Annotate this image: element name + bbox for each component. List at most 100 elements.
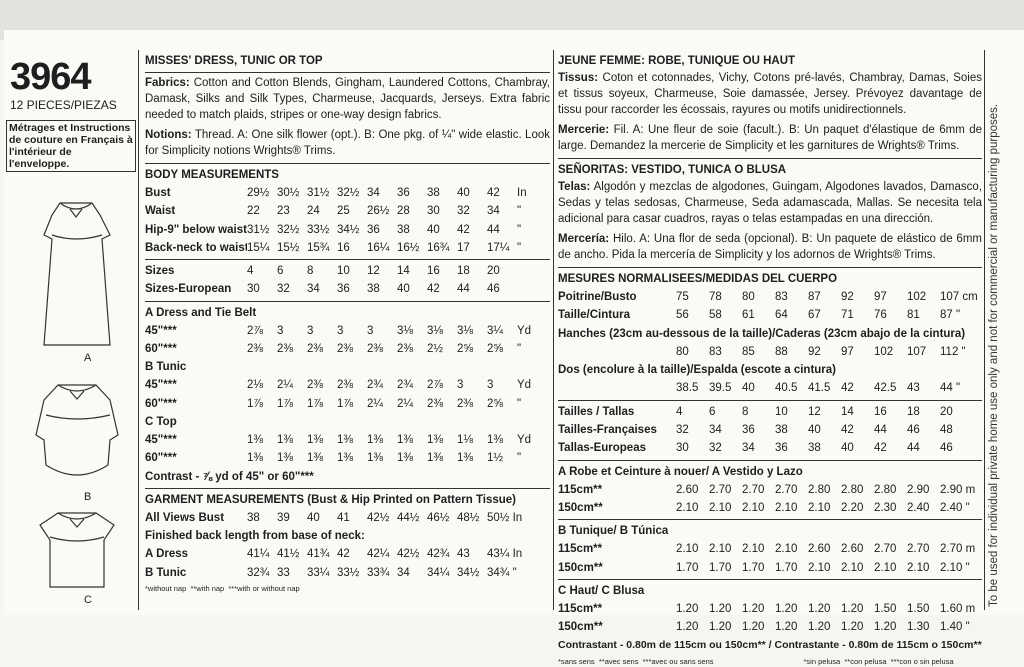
rule xyxy=(145,259,550,261)
cell: 87 " xyxy=(940,309,961,322)
table: Poitrine/Busto 75 78 80 83 87 92 97 102 107 cm Tai… xyxy=(558,288,982,325)
cell: 40.5 xyxy=(775,382,798,395)
heading: MESURES NORMALISEES/MEDIDAS DEL CUERPO xyxy=(558,273,838,285)
cell: 2⅞ xyxy=(247,324,263,337)
table: Bust 29½ 30½ 31½ 32½ 34 36 38 40 42 In Waist 22 23 24 2… xyxy=(145,184,550,257)
cell: 40 xyxy=(427,223,440,236)
table-row: 60"*** 1⅞ 1⅞ 1⅞ 1⅞ 2¼ 2¼ 2⅜ 2⅜ 2⅝ " xyxy=(145,395,550,413)
cell: 32 xyxy=(277,283,290,296)
cell: 2⅝ xyxy=(457,343,473,356)
cell: 1.50 xyxy=(874,602,897,615)
rule xyxy=(558,399,982,401)
cell: 2⅜ xyxy=(247,343,263,356)
cell: 42 xyxy=(487,187,500,199)
row-label: Back-neck to waist xyxy=(145,241,247,254)
cell: 2.10 xyxy=(775,543,798,556)
cell: 1⅜ xyxy=(307,452,323,465)
row-label: 45"*** xyxy=(145,379,177,392)
cell: 26½ xyxy=(367,205,390,218)
cell: 2.10 xyxy=(742,543,765,556)
cell: " xyxy=(517,223,522,236)
text: Cotton and Cotton Blends, Gingham, Laund… xyxy=(145,77,550,121)
table-row: Poitrine/Busto 75 78 80 83 87 92 97 102 107 cm xyxy=(558,288,982,306)
table-row: 60"*** 2⅜ 2⅜ 2⅜ 2⅜ 2⅜ 2⅜ 2½ 2⅝ 2⅝ " xyxy=(145,340,550,358)
cell: 97 xyxy=(874,291,887,303)
cell: 42.5 xyxy=(874,382,897,395)
rule xyxy=(558,158,982,159)
cell: 31½ xyxy=(247,223,270,236)
table-row: Taille/Cintura 56 58 61 64 67 71 76 81 87 " xyxy=(558,306,982,324)
french-note: Métrages et Instructions de couture en F… xyxy=(6,120,136,172)
contrast: Contrast - ⅞ yd of 45" or 60"*** xyxy=(145,470,314,483)
cell: 2.10 " xyxy=(940,561,970,574)
cell: 1.30 xyxy=(907,621,930,634)
row-label: Hip-9" below waist xyxy=(145,223,247,236)
table-row: 115cm** 2.10 2.10 2.10 2.10 2.60 2.60 2.70 2.70 2… xyxy=(558,540,982,558)
cell: 25 xyxy=(337,205,350,218)
cell: 3 xyxy=(307,324,314,337)
cell: 2⅜ xyxy=(457,397,473,410)
cell: 2.20 xyxy=(841,501,864,514)
heading: C Top xyxy=(145,415,177,428)
cell: " xyxy=(517,397,522,410)
cell: 33¼ xyxy=(307,566,330,579)
cell: 2.80 xyxy=(808,483,831,496)
heading: C Haut/ C Blusa xyxy=(558,584,645,597)
cell: Yd xyxy=(517,433,532,446)
cell: 24 xyxy=(307,205,320,218)
cell: 1½ xyxy=(487,452,503,465)
cell: 16½ xyxy=(397,241,420,254)
cell: Yd xyxy=(517,379,532,392)
table-row: Waist 22 23 24 25 26½ 28 30 32 34 " xyxy=(145,202,550,220)
cell: 2.30 xyxy=(874,501,897,514)
cell: 1⅜ xyxy=(367,433,383,446)
cell: 80 xyxy=(742,291,755,303)
cell: 42 xyxy=(457,223,470,236)
label: Telas: xyxy=(558,181,591,193)
cell: 42 xyxy=(841,424,854,437)
cell: 44 xyxy=(487,223,500,236)
heading: B Tunic xyxy=(145,361,187,374)
cell: 28 xyxy=(397,205,410,218)
rule xyxy=(558,459,982,461)
cell: 8 xyxy=(742,405,749,418)
text: Algodón y mezclas de algodones, Guingam,… xyxy=(558,181,982,225)
cell: 34½ xyxy=(457,566,480,579)
cell: 67 xyxy=(808,309,821,322)
cell: 34 xyxy=(367,187,380,199)
row-label: 60"*** xyxy=(145,343,177,356)
cell: 34 xyxy=(709,424,722,437)
cell: 88 xyxy=(775,345,788,358)
cell: 41.5 xyxy=(808,382,831,395)
cell: 3 xyxy=(277,324,284,337)
row-label: 60"*** xyxy=(145,397,177,410)
cell: 1.50 xyxy=(907,602,930,615)
cell: " xyxy=(517,343,522,356)
cell: 2½ xyxy=(427,343,443,356)
cell: 2.70 m xyxy=(940,543,976,556)
cell: 1.20 xyxy=(676,621,699,634)
cell: 17¼ xyxy=(487,241,510,254)
telas: Telas: Algodón y mezclas de algodones, G… xyxy=(558,179,982,227)
cell: 44½ xyxy=(397,511,420,524)
table: 115cm** 2.10 2.10 2.10 2.10 2.60 2.60 2.70 2.70 2… xyxy=(558,540,982,577)
cell: 1.20 xyxy=(742,602,765,615)
table-row: 150cm** 2.10 2.10 2.10 2.10 2.10 2.20 2.30 2.40 2… xyxy=(558,499,982,517)
row-label: All Views Bust xyxy=(145,511,225,524)
cell: 2⅞ xyxy=(427,379,443,392)
table-row: Sizes-European 30 32 34 36 38 40 42 44 46 xyxy=(145,280,550,298)
cell: 1.20 xyxy=(709,602,732,615)
cell: 40 xyxy=(742,382,755,395)
cell: 42 xyxy=(841,382,854,395)
cell: 41¼ xyxy=(247,548,270,561)
row-label: Tailles-Françaises xyxy=(558,424,657,437)
text: Hilo. A: Una flor de seda (opcional). B:… xyxy=(558,233,982,261)
cell: 1.20 xyxy=(709,621,732,634)
cell: 58 xyxy=(709,309,722,322)
cell: 36 xyxy=(337,283,350,296)
text: Fil. A: Une fleur de soie (facult.). B: … xyxy=(558,124,982,152)
cell: 1.20 xyxy=(841,602,864,615)
cell: 1.60 m xyxy=(940,602,976,615)
cell: 92 xyxy=(841,291,854,303)
cell: 2¾ xyxy=(367,379,383,392)
